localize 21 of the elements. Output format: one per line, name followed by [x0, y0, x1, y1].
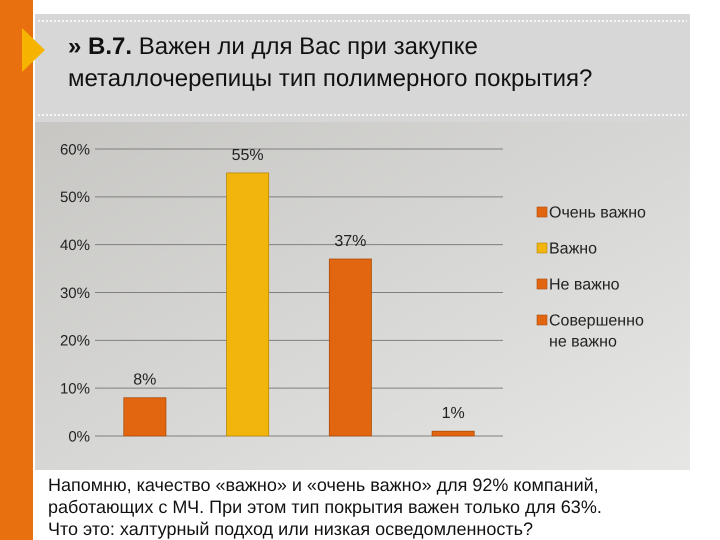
y-tick-label: 60% [60, 141, 90, 158]
legend-label: Совершенно не важно [549, 312, 644, 351]
data-label: 37% [334, 233, 366, 250]
y-tick-label: 50% [60, 189, 90, 206]
y-tick-label: 40% [60, 236, 90, 254]
y-tick-label: 0% [68, 428, 90, 446]
data-label: 1% [442, 405, 465, 422]
legend-label: Очень важно [549, 204, 646, 222]
text: Напомню, качество «важно» и «очень важно» для 92% компаний, работающих с МЧ. При этом тип покрытия важен только для 63%. Что это: халтурный подход или низкая осведомленность? [48, 475, 602, 539]
bar [123, 397, 166, 436]
y-tick-label: 20% [60, 332, 90, 350]
bar [432, 430, 475, 436]
legend-label: Важно [549, 240, 598, 258]
bar [226, 172, 270, 436]
y-tick-label: 30% [60, 284, 90, 302]
legend-label: Не важно [549, 276, 620, 294]
bar [328, 258, 372, 436]
y-tick-label: 10% [60, 380, 90, 398]
data-label: 8% [133, 372, 156, 389]
chart-title: » В.7. Важен ли для Вас при закупке металлочерепицы тип полимерного покрытия? [68, 33, 592, 92]
data-label: 55% [232, 146, 264, 164]
